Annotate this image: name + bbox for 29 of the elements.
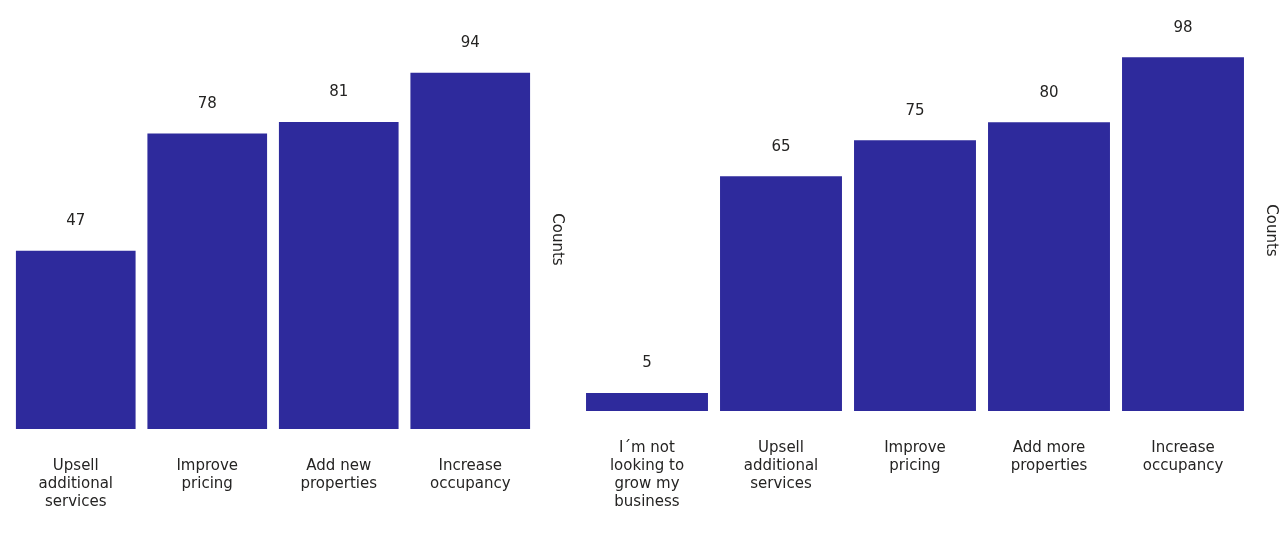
x-tick-label: Increase occupancy (429, 455, 511, 492)
x-tick-label: Add new properties (300, 455, 378, 492)
data-label: 80 (1039, 82, 1059, 101)
x-tick-label: Upsell additional services (743, 437, 819, 492)
data-label: 81 (329, 82, 349, 101)
bar (720, 176, 842, 411)
x-tick-label: Upsell additional services (38, 455, 113, 510)
bar (278, 122, 399, 429)
bar (988, 122, 1110, 411)
y-axis-title: Counts (549, 213, 568, 266)
data-label: 65 (771, 136, 791, 155)
data-label: 75 (905, 100, 925, 119)
x-tick-label: Improve pricing (884, 437, 946, 474)
data-label: 5 (642, 353, 652, 372)
data-label: 47 (66, 211, 86, 230)
x-tick-label: I´m not looking to grow my business (609, 437, 685, 510)
bar (586, 392, 708, 411)
y-axis-title: Counts (1263, 204, 1282, 257)
bar (854, 140, 976, 411)
bar (147, 133, 268, 429)
data-label: 94 (460, 33, 480, 52)
x-tick-label: Add more properties (1010, 437, 1088, 474)
x-tick-label: Improve pricing (176, 455, 239, 492)
data-label: 98 (1173, 17, 1193, 36)
x-tick-label: Increase occupancy (1142, 437, 1224, 474)
bar (410, 72, 531, 429)
bar (1122, 57, 1244, 411)
bar (15, 250, 136, 429)
data-label: 78 (197, 93, 217, 112)
